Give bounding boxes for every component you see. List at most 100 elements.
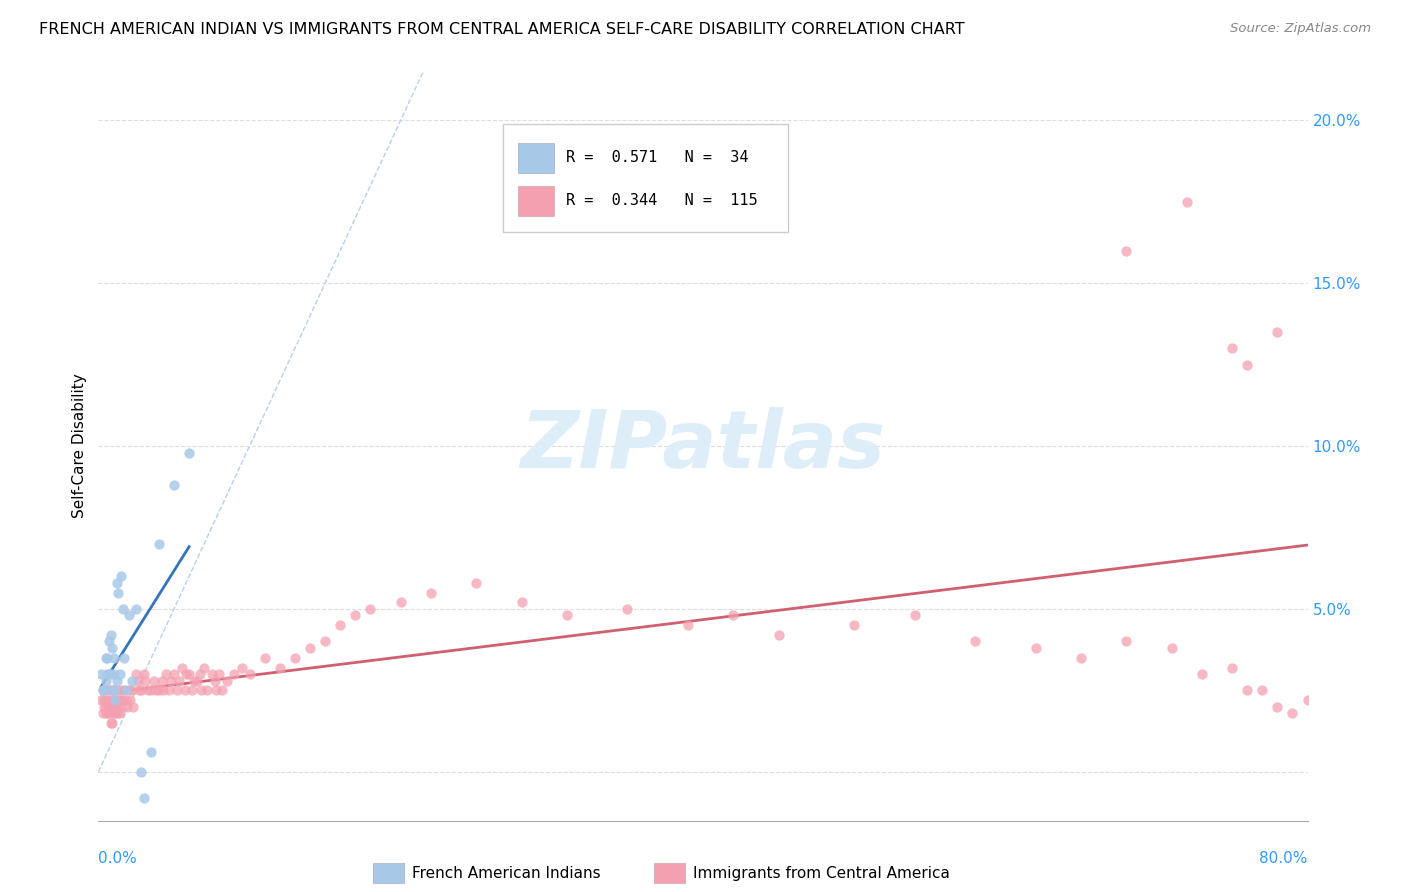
- Point: [122, 699, 145, 714]
- Point: [125, 667, 148, 681]
- Point: [1191, 667, 1213, 681]
- FancyBboxPatch shape: [503, 124, 787, 233]
- Point: [1236, 683, 1258, 698]
- Point: [100, 699, 122, 714]
- Point: [96, 706, 118, 720]
- Point: [166, 683, 188, 698]
- Point: [91, 706, 114, 720]
- Point: [94, 706, 117, 720]
- Text: Source: ZipAtlas.com: Source: ZipAtlas.com: [1230, 22, 1371, 36]
- FancyBboxPatch shape: [517, 186, 554, 216]
- Point: [224, 667, 246, 681]
- Point: [723, 608, 745, 623]
- Point: [93, 693, 115, 707]
- Point: [555, 608, 578, 623]
- Point: [127, 673, 149, 688]
- Point: [103, 693, 125, 707]
- Point: [100, 628, 122, 642]
- Point: [103, 706, 125, 720]
- Point: [143, 673, 166, 688]
- Point: [104, 699, 127, 714]
- Point: [163, 478, 186, 492]
- Point: [118, 683, 141, 698]
- Point: [94, 673, 117, 688]
- Point: [1267, 699, 1289, 714]
- Point: [253, 650, 276, 665]
- Point: [965, 634, 987, 648]
- Point: [107, 693, 129, 707]
- Point: [676, 618, 699, 632]
- Point: [110, 569, 132, 583]
- Point: [1281, 706, 1303, 720]
- Point: [155, 667, 177, 681]
- Point: [510, 595, 533, 609]
- Point: [128, 683, 150, 698]
- Point: [159, 683, 181, 698]
- Point: [111, 693, 134, 707]
- Point: [105, 699, 128, 714]
- Point: [118, 608, 141, 623]
- Point: [204, 673, 226, 688]
- Point: [167, 673, 190, 688]
- Point: [101, 683, 124, 698]
- Point: [1220, 341, 1243, 355]
- Point: [100, 715, 122, 730]
- Point: [329, 618, 352, 632]
- Point: [132, 790, 155, 805]
- Point: [299, 640, 322, 655]
- Text: 0.0%: 0.0%: [98, 851, 138, 866]
- Point: [101, 699, 124, 714]
- Point: [179, 667, 201, 681]
- Point: [148, 683, 170, 698]
- Point: [284, 650, 307, 665]
- Point: [114, 693, 136, 707]
- Point: [107, 585, 129, 599]
- Point: [1024, 640, 1046, 655]
- Point: [186, 673, 208, 688]
- Point: [152, 683, 174, 698]
- Point: [136, 683, 159, 698]
- FancyBboxPatch shape: [517, 143, 554, 172]
- Point: [195, 683, 218, 698]
- Point: [231, 660, 253, 674]
- Point: [1115, 634, 1137, 648]
- Point: [101, 640, 124, 655]
- Point: [215, 673, 238, 688]
- Point: [1296, 693, 1319, 707]
- Point: [98, 706, 121, 720]
- Point: [1236, 358, 1258, 372]
- Point: [125, 602, 148, 616]
- Point: [181, 683, 204, 698]
- Point: [110, 683, 132, 698]
- Text: French American Indians: French American Indians: [412, 866, 600, 880]
- Point: [104, 693, 127, 707]
- Point: [100, 693, 122, 707]
- Point: [344, 608, 367, 623]
- Point: [1251, 683, 1274, 698]
- Point: [1160, 640, 1182, 655]
- Point: [616, 602, 638, 616]
- Point: [179, 445, 201, 459]
- Point: [134, 673, 156, 688]
- Point: [105, 683, 128, 698]
- Point: [173, 683, 195, 698]
- Point: [208, 667, 231, 681]
- Point: [183, 673, 205, 688]
- Point: [104, 683, 127, 698]
- Point: [112, 650, 135, 665]
- Point: [98, 683, 121, 698]
- Point: [1267, 325, 1289, 339]
- Point: [101, 683, 124, 698]
- Point: [110, 699, 132, 714]
- Text: 80.0%: 80.0%: [1260, 851, 1308, 866]
- Point: [108, 706, 131, 720]
- Point: [121, 673, 143, 688]
- Point: [96, 693, 118, 707]
- Text: FRENCH AMERICAN INDIAN VS IMMIGRANTS FROM CENTRAL AMERICA SELF-CARE DISABILITY C: FRENCH AMERICAN INDIAN VS IMMIGRANTS FRO…: [39, 22, 965, 37]
- Point: [114, 683, 136, 698]
- Point: [120, 693, 142, 707]
- Point: [145, 683, 167, 698]
- Point: [107, 706, 129, 720]
- Point: [100, 667, 122, 681]
- Point: [94, 650, 117, 665]
